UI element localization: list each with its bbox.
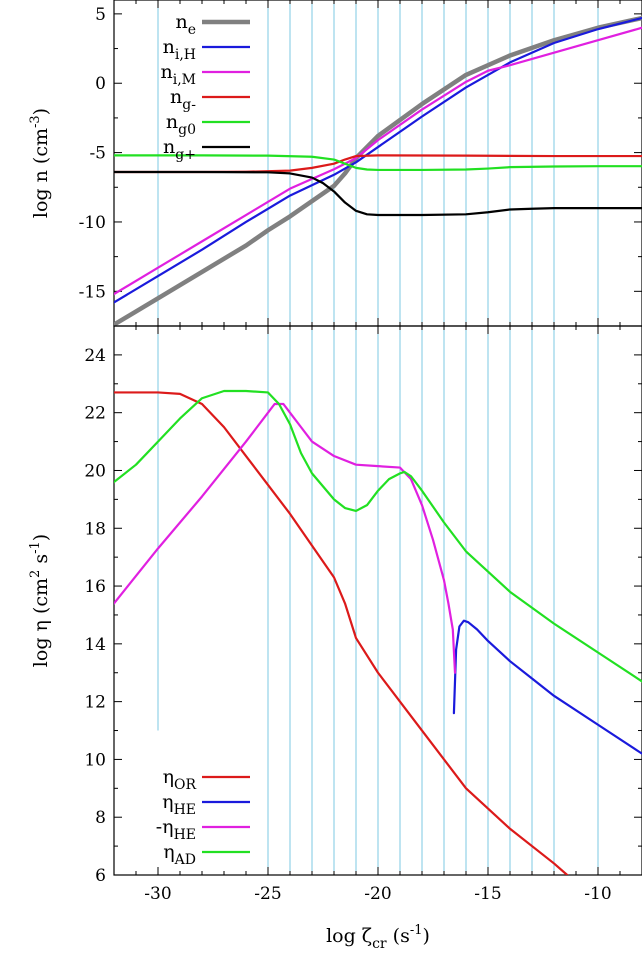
y-tick-label: 18 [84, 519, 106, 539]
legend-label: ηAD [163, 841, 196, 868]
legend-label: ηOR [163, 766, 197, 793]
series-line-η-HE [452, 619, 642, 755]
bottom-panel: 24 22 20 18 16 14 12 10 8 6 -30 -25 -20 -15 -10 ηORηHE-… [28, 325, 642, 952]
series-line-n-g0 [114, 154, 642, 172]
legend-label: ng0 [166, 111, 196, 138]
y-tick-label: 14 [84, 635, 106, 655]
legend-label: ne [175, 11, 196, 38]
x-tick-label: -10 [584, 884, 611, 904]
series-line-n-e [114, 15, 642, 326]
y-tick-label: 8 [95, 808, 106, 828]
legend-label: ng+ [163, 136, 196, 163]
y-tick-label: 12 [84, 693, 106, 713]
series-line-n-g [114, 170, 642, 217]
y-tick-label: 6 [95, 866, 106, 886]
x-tick-label: -25 [254, 884, 281, 904]
legend-label: -ηHE [156, 816, 196, 843]
legend-label: ng- [170, 86, 196, 113]
x-tick-label: -15 [474, 884, 501, 904]
x-axis-label: log ζcr (s-1) [326, 923, 430, 952]
y-axis-label: log η (cm2 s-1) [28, 534, 52, 667]
series-line-η-AD [114, 389, 642, 683]
x-tick-label: -20 [364, 884, 391, 904]
y-tick-label: 16 [84, 577, 106, 597]
y-tick-label: 0 [95, 74, 106, 94]
y-tick-label: 24 [84, 346, 106, 366]
y-tick-label: 20 [84, 461, 106, 481]
y-tick-label: -15 [79, 282, 106, 302]
series-line-n-iM [114, 26, 642, 296]
series-line-η-HE [114, 402, 457, 674]
y-tick-label: 5 [95, 5, 106, 25]
y-tick-label: 10 [84, 750, 106, 770]
y-tick-label: 22 [84, 404, 106, 424]
legend-label: ni,M [160, 61, 196, 88]
legend-label: ηHE [162, 791, 196, 818]
y-tick-label: -10 [79, 213, 106, 233]
y-tick-label: -5 [89, 144, 106, 164]
y-axis-label: log n (cm-3) [28, 108, 52, 218]
x-tick-label: -30 [144, 884, 171, 904]
legend-label: ni,H [163, 36, 196, 63]
